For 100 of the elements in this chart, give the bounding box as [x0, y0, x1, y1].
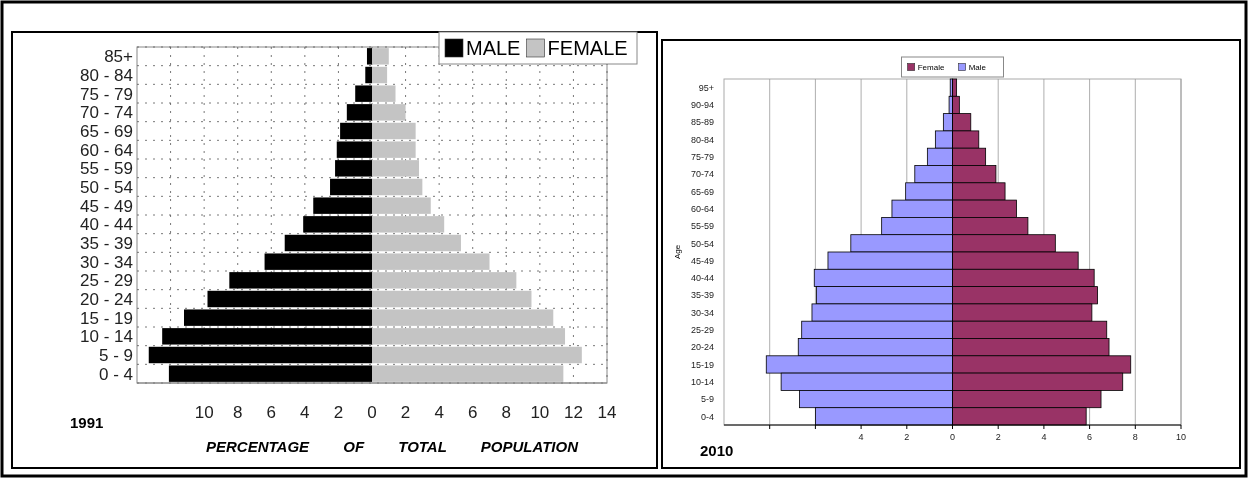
bar — [372, 216, 445, 233]
x-tick-label: 6 — [1087, 432, 1093, 442]
legend-label: Male — [968, 62, 987, 72]
y-tick-label: 45 - 49 — [80, 196, 133, 216]
bar — [372, 122, 416, 140]
y-tick-label: 15-19 — [690, 359, 714, 370]
y-tick-label: 30 - 34 — [80, 252, 133, 272]
y-tick-label: 40-44 — [690, 273, 714, 284]
y-tick-label: 70-74 — [690, 169, 714, 180]
x-tick-label: 4 — [1041, 432, 1047, 442]
y-tick-label: 5-9 — [700, 394, 714, 405]
bar — [184, 309, 372, 326]
bar — [372, 141, 416, 158]
bar — [372, 346, 582, 364]
x-tick-label: 0 — [367, 403, 377, 422]
x-tick-label: 4 — [858, 432, 864, 442]
y-tick-label: 55-59 — [690, 221, 714, 232]
x-tick-label: 2 — [995, 432, 1001, 442]
bar — [372, 328, 566, 345]
y-tick-label: 80-84 — [690, 134, 714, 145]
y-tick-label: 0-4 — [700, 411, 714, 422]
y-tick-label: 20 - 24 — [80, 289, 133, 309]
bar — [372, 66, 388, 84]
y-tick-label: 20-24 — [690, 342, 714, 353]
y-tick-label: 95+ — [698, 82, 714, 93]
y-tick-label: 25 - 29 — [80, 271, 133, 291]
x-tick-label: 10 — [530, 403, 550, 422]
x-tick-label: 6 — [467, 403, 478, 422]
y-tick-label: 75-79 — [690, 152, 714, 162]
y-tick-label: 15 - 19 — [80, 308, 133, 328]
x-tick-label: 4 — [300, 403, 310, 422]
bar — [372, 272, 517, 289]
legend-label: FEMALE — [547, 37, 628, 59]
bar — [365, 66, 372, 84]
x-tick-label: 6 — [266, 403, 277, 422]
x-tick-label: 0 — [949, 432, 956, 442]
bar — [162, 328, 372, 345]
y-tick-label: 60 - 64 — [80, 140, 133, 160]
y-tick-label: 45-49 — [690, 255, 714, 266]
bar — [340, 122, 372, 140]
bar — [372, 197, 431, 214]
y-tick-label: 5 - 9 — [98, 345, 133, 365]
y-tick-label: 25-29 — [690, 325, 714, 335]
bar — [336, 141, 372, 158]
bar — [372, 104, 406, 121]
y-tick-label: 85-89 — [690, 117, 714, 128]
bar — [264, 253, 372, 270]
y-tick-label: 10 - 14 — [80, 327, 133, 347]
y-tick-label: 85+ — [104, 47, 134, 67]
y-tick-label: 0 - 4 — [98, 364, 133, 384]
bar — [372, 178, 423, 196]
bar — [372, 234, 461, 252]
x-tick-label: 2 — [400, 403, 411, 422]
x-tick-label: 12 — [563, 403, 583, 422]
y-tick-label: 35 - 39 — [80, 233, 133, 253]
bar — [366, 48, 372, 65]
bar — [355, 85, 372, 102]
bar — [372, 309, 554, 326]
bar — [313, 197, 372, 214]
y-tick-label: 10-14 — [690, 376, 714, 387]
y-tick-label: 60-64 — [690, 203, 714, 214]
y-tick-label: 70 - 74 — [80, 103, 133, 123]
bar — [372, 160, 419, 177]
bar — [372, 365, 564, 382]
bar — [346, 104, 372, 121]
bar — [207, 290, 372, 308]
x-tick-label: 8 — [1132, 432, 1138, 442]
y-tick-label: 40 - 44 — [80, 215, 133, 235]
legend-label: MALE — [466, 37, 521, 59]
x-tick-label: 8 — [501, 403, 512, 422]
text: 2010 — [700, 442, 734, 459]
y-tick-label: 30-34 — [690, 307, 714, 318]
y-tick-label: 50 - 54 — [80, 177, 133, 197]
y-tick-label: 90-94 — [690, 100, 714, 111]
bar — [372, 48, 389, 65]
y-tick-label: 65-69 — [690, 186, 714, 197]
bar — [335, 160, 372, 177]
y-tick-label: 75 - 79 — [80, 84, 133, 104]
x-axis-title: PERCENTAGE OF TOTAL POPULATION — [206, 438, 580, 455]
y-tick-label: 55 - 59 — [80, 159, 133, 179]
text: 1991 — [70, 414, 104, 431]
bar — [372, 253, 490, 270]
bar — [168, 365, 372, 382]
y-tick-label: 65 - 69 — [80, 121, 133, 141]
x-tick-label: 2 — [904, 432, 910, 442]
x-tick-label: 8 — [232, 403, 243, 422]
x-tick-label: 10 — [1175, 432, 1187, 442]
bar — [372, 85, 396, 102]
y-axis-title: Age — [673, 244, 682, 260]
bar — [303, 216, 372, 233]
bar — [284, 234, 372, 252]
y-tick-label: 50-54 — [690, 238, 714, 249]
x-tick-label: 10 — [194, 403, 214, 422]
bar — [330, 178, 372, 196]
x-tick-label: 4 — [434, 403, 444, 422]
bar — [148, 346, 372, 364]
y-tick-label: 35-39 — [690, 290, 714, 301]
x-tick-label: 2 — [333, 403, 344, 422]
bar — [229, 272, 372, 289]
y-tick-label: 80 - 84 — [80, 65, 133, 85]
